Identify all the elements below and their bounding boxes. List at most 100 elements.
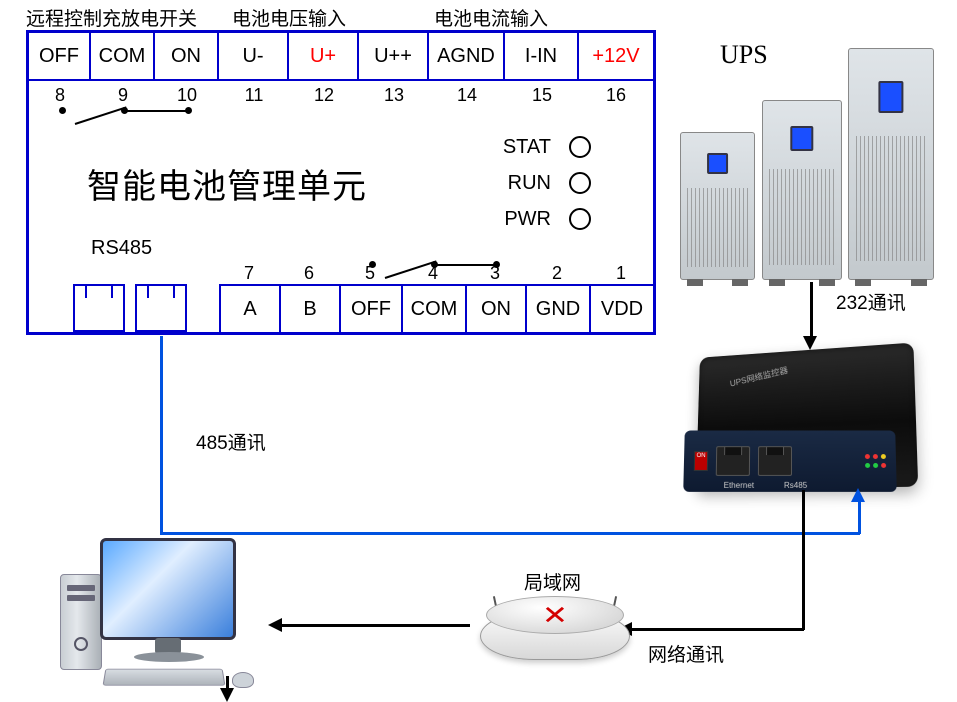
module-title: 智能电池管理单元 [87, 159, 367, 208]
pc-monitor [100, 538, 236, 640]
cabinet-foot [732, 279, 748, 286]
converter-rs485-port [758, 446, 792, 476]
pin-10: 10 [155, 81, 219, 109]
led-block: STAT RUN PWR [393, 129, 653, 237]
cabinet-screen [707, 153, 729, 173]
converter-led [873, 454, 878, 459]
terminal-a: A [219, 286, 279, 332]
line-net-h [630, 628, 804, 631]
converter-face: ON Ethernet Rs485 [683, 431, 897, 492]
switch-line [125, 110, 189, 112]
terminal-+12v: +12V [579, 33, 653, 79]
rj45-port-1 [73, 284, 125, 332]
terminal-b: B [279, 286, 339, 332]
led-label-stat: STAT [503, 136, 551, 159]
pc-tower [60, 574, 102, 670]
led-label-pwr: PWR [504, 208, 551, 231]
pin-15: 15 [505, 81, 579, 109]
terminal-vdd: VDD [589, 286, 653, 332]
converter-led [865, 463, 870, 468]
cabinet-foot [855, 279, 871, 286]
cabinet-foot [911, 279, 927, 286]
pc-monitor-base [134, 652, 204, 662]
pc-keyboard [103, 669, 226, 686]
pc [60, 538, 260, 698]
led-stat [569, 136, 591, 158]
converter-led [881, 463, 886, 468]
line-485-v1 [160, 336, 163, 534]
terminal-agnd: AGND [429, 33, 505, 79]
line-485-v2 [858, 500, 861, 534]
cabinet-screen [878, 81, 903, 113]
router-arrows-icon: ✕ [542, 600, 568, 631]
pin-13: 13 [359, 81, 429, 109]
top-terminal-row: OFFCOMONU-U+U++AGNDI-IN+12V [29, 33, 653, 81]
label-current-in: 电池电流输入 [434, 4, 548, 31]
line-pc [280, 624, 470, 627]
pin-6: 6 [279, 260, 339, 284]
label-485: 485通讯 [196, 428, 266, 455]
converter-led [865, 454, 870, 459]
label-remote-switch: 远程控制充放电开关 [26, 4, 197, 31]
cabinet-foot [769, 279, 785, 286]
pin-14: 14 [429, 81, 505, 109]
router: ✕ [480, 590, 630, 660]
line-232 [810, 282, 813, 338]
terminal-gnd: GND [525, 286, 589, 332]
label-232: 232通讯 [836, 288, 906, 315]
terminal-u++: U++ [359, 33, 429, 79]
ups-cabinet-2 [762, 100, 842, 280]
router-top: ✕ [486, 596, 624, 634]
cabinet-vents [687, 188, 748, 267]
led-stat-row: STAT [393, 129, 653, 165]
terminal-com: COM [401, 286, 465, 332]
line-net-v [802, 490, 805, 630]
led-label-run: RUN [508, 172, 551, 195]
label-voltage-in: 电池电压输入 [232, 4, 346, 31]
led-pwr [569, 208, 591, 230]
led-pwr-row: PWR [393, 201, 653, 237]
terminal-u+: U+ [289, 33, 359, 79]
converter-port-label-eth: Ethernet [724, 481, 755, 490]
rj45-port-2 [135, 284, 187, 332]
switch-line [435, 264, 497, 266]
rs485-label: RS485 [91, 237, 152, 260]
pin-9: 9 [91, 81, 155, 109]
pin-12: 12 [289, 81, 359, 109]
label-net: 网络通讯 [648, 640, 724, 667]
cabinet-screen [790, 126, 813, 151]
switch-dot [369, 261, 376, 268]
terminal-off: OFF [339, 286, 401, 332]
terminal-com: COM [91, 33, 155, 79]
arrow-pc-down [220, 688, 234, 702]
pin-1: 1 [589, 260, 653, 284]
ups-cabinet-3 [848, 48, 934, 280]
pin-11: 11 [219, 81, 289, 109]
pc-mouse [232, 672, 254, 688]
switch-dot [59, 107, 66, 114]
pin-8: 8 [29, 81, 91, 109]
pin-7: 7 [219, 260, 279, 284]
converter-leds [865, 454, 886, 468]
cabinet-vents [856, 136, 927, 260]
terminal-i-in: I-IN [505, 33, 579, 79]
pin-2: 2 [525, 260, 589, 284]
cabinet-foot [687, 279, 703, 286]
arrow-485 [851, 488, 865, 502]
converter-ethernet-port [716, 446, 750, 476]
converter-led [881, 454, 886, 459]
arrow-pc [268, 618, 282, 632]
line-pc-down [226, 676, 229, 690]
terminal-u-: U- [219, 33, 289, 79]
terminal-off: OFF [29, 33, 91, 79]
pin-16: 16 [579, 81, 653, 109]
converter-box: UPS网络监控器 ON Ethernet Rs485 [690, 348, 914, 488]
bottom-terminal-row: ABOFFCOMONGNDVDD [219, 284, 653, 332]
top-pin-row: 8910111213141516 [29, 81, 653, 109]
led-run [569, 172, 591, 194]
ups-label: UPS [720, 40, 768, 70]
terminal-on: ON [465, 286, 525, 332]
converter-switch: ON [694, 451, 708, 471]
converter-port-label-rs485: Rs485 [784, 481, 807, 490]
led-run-row: RUN [393, 165, 653, 201]
